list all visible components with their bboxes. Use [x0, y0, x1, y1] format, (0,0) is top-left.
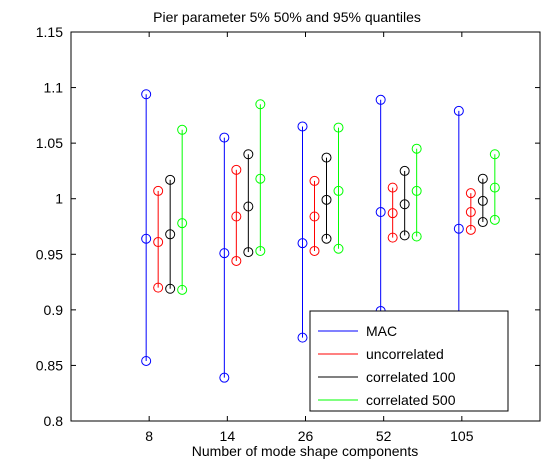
legend-label: MAC	[366, 323, 397, 339]
marker-q50	[243, 201, 254, 212]
marker-q50	[333, 185, 344, 196]
marker-q05	[309, 245, 320, 256]
marker-q50	[219, 248, 230, 259]
series-MAC	[141, 89, 464, 383]
y-tick-label: 1.15	[36, 24, 63, 40]
marker-q05	[387, 232, 398, 243]
series-layer	[141, 89, 500, 383]
marker-q50	[297, 238, 308, 249]
y-axis: 0.8 0.85 0.9 0.95 1 1.05 1.1 1.15	[36, 24, 540, 429]
marker-q50	[489, 182, 500, 193]
y-tick-label: 0.8	[44, 413, 64, 429]
marker-q95	[489, 149, 500, 160]
marker-q50	[411, 185, 422, 196]
marker-q95	[309, 175, 320, 186]
series-correlated-100	[165, 149, 488, 294]
marker-q05	[297, 332, 308, 343]
marker-q95	[177, 124, 188, 135]
marker-q05	[141, 355, 152, 366]
marker-q95	[255, 99, 266, 110]
marker-q50	[387, 208, 398, 219]
x-tick-label: 105	[450, 428, 474, 444]
marker-q50	[399, 199, 410, 210]
marker-q05	[477, 217, 488, 228]
marker-q50	[231, 211, 242, 222]
x-tick-label: 26	[298, 428, 314, 444]
marker-q95	[219, 132, 230, 143]
x-tick-label: 52	[376, 428, 392, 444]
marker-q95	[165, 174, 176, 185]
marker-q95	[375, 94, 386, 105]
marker-q50	[453, 223, 464, 234]
y-tick-label: 1.05	[36, 135, 63, 151]
marker-q95	[453, 105, 464, 116]
x-axis: 8 14 26 52 105	[145, 32, 474, 444]
series-uncorrelated	[153, 164, 476, 293]
series-correlated-500	[177, 99, 500, 295]
marker-q50	[321, 194, 332, 205]
y-tick-label: 1	[55, 191, 63, 207]
marker-q50	[465, 207, 476, 218]
marker-q05	[399, 230, 410, 241]
marker-q95	[477, 173, 488, 184]
marker-q95	[231, 164, 242, 175]
marker-q50	[153, 237, 164, 248]
marker-q50	[165, 229, 176, 240]
marker-q95	[399, 165, 410, 176]
legend-box	[309, 310, 509, 412]
marker-q50	[141, 233, 152, 244]
marker-q95	[153, 185, 164, 196]
y-tick-label: 1.1	[44, 80, 64, 96]
y-tick-label: 0.95	[36, 246, 63, 262]
marker-q05	[321, 233, 332, 244]
marker-q05	[219, 372, 230, 383]
marker-q50	[309, 211, 320, 222]
y-tick-label: 0.85	[36, 357, 63, 373]
marker-q05	[411, 231, 422, 242]
legend-label: correlated 500	[366, 392, 456, 408]
x-axis-label: Number of mode shape components	[192, 443, 418, 459]
marker-q05	[465, 224, 476, 235]
marker-q95	[333, 122, 344, 133]
marker-q95	[411, 143, 422, 154]
marker-q95	[297, 121, 308, 132]
marker-q05	[489, 214, 500, 225]
marker-q50	[177, 218, 188, 229]
marker-q05	[165, 283, 176, 294]
marker-q05	[333, 243, 344, 254]
marker-q95	[243, 149, 254, 160]
marker-q05	[153, 282, 164, 293]
marker-q95	[321, 152, 332, 163]
marker-q50	[255, 173, 266, 184]
marker-q05	[243, 247, 254, 258]
marker-q95	[387, 182, 398, 193]
marker-q05	[177, 284, 188, 295]
marker-q05	[255, 245, 266, 256]
marker-q95	[141, 89, 152, 100]
marker-q50	[477, 195, 488, 206]
x-tick-label: 8	[145, 428, 153, 444]
legend-label: uncorrelated	[366, 346, 444, 362]
marker-q50	[375, 207, 386, 218]
x-tick-label: 14	[220, 428, 236, 444]
legend: MAC uncorrelated correlated 100 correlated …	[309, 310, 509, 412]
chart-title: Pier parameter 5% 50% and 95% quantiles	[153, 9, 421, 25]
legend-label: correlated 100	[366, 369, 456, 385]
y-tick-label: 0.9	[44, 302, 64, 318]
marker-q95	[465, 188, 476, 199]
marker-q05	[231, 255, 242, 266]
